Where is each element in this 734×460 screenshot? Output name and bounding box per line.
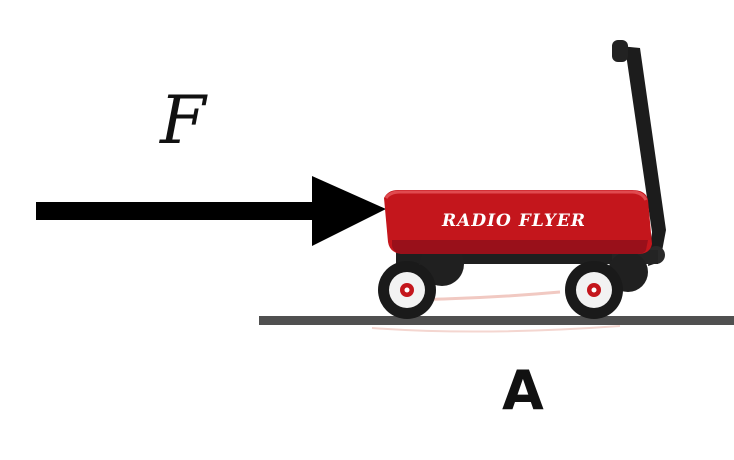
panel-label: A — [502, 359, 544, 422]
force-arrow-shaft — [36, 202, 318, 220]
wagon-brand-text: RADIO FLYER — [441, 211, 586, 231]
wagon-rear-wheel — [378, 261, 436, 319]
wagon-handle — [620, 46, 666, 266]
wagon-body — [384, 190, 652, 254]
wagon: RADIO FLYER — [371, 40, 666, 333]
wagon-body-shade — [392, 240, 648, 254]
force-label: F — [160, 82, 206, 159]
force-arrow-head — [312, 176, 386, 246]
wagon-handle-grip — [612, 40, 628, 62]
force-arrow — [36, 176, 386, 246]
wagon-body-rim — [384, 190, 648, 201]
wagon-front-wheel — [565, 261, 623, 319]
wagon-shadow-lower — [371, 325, 621, 333]
ground-surface — [259, 316, 734, 325]
